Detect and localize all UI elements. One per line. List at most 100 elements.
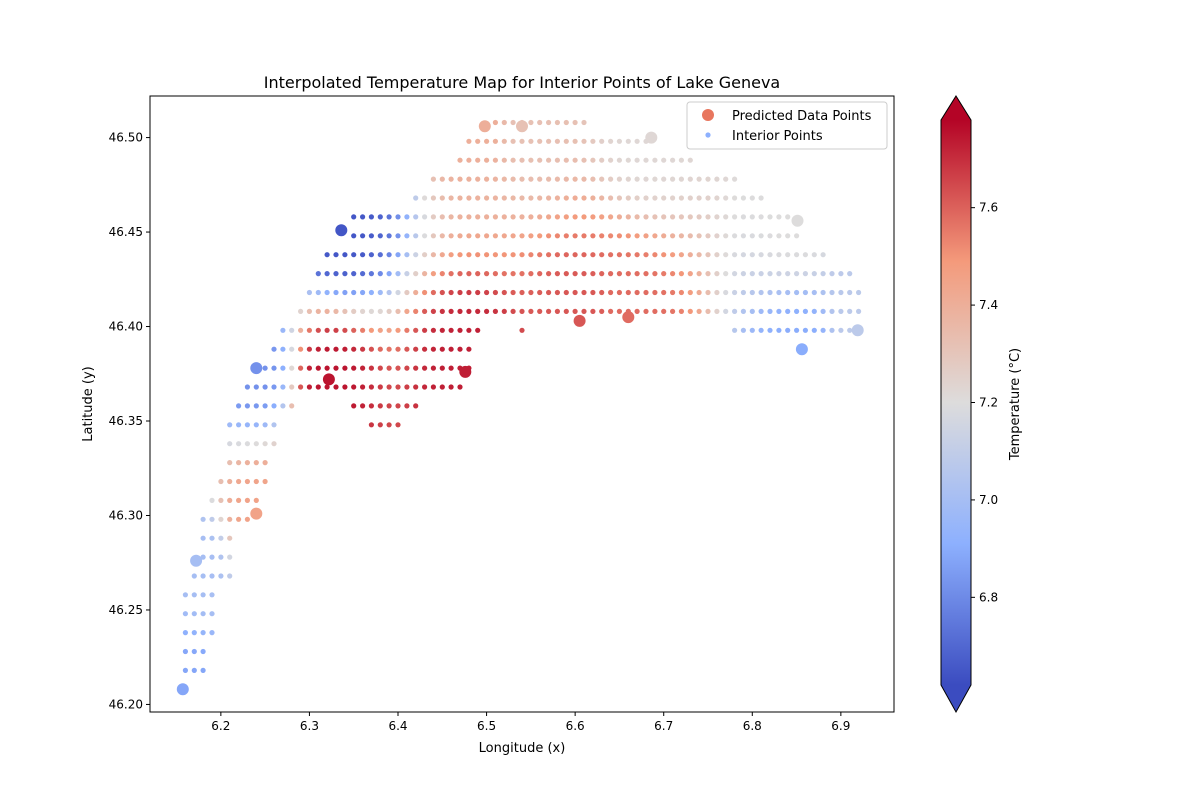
interior-point: [315, 271, 321, 277]
interior-point: [510, 214, 516, 220]
interior-point: [404, 252, 410, 258]
interior-point: [625, 233, 631, 239]
interior-point: [484, 214, 490, 220]
interior-point: [528, 233, 534, 239]
interior-point: [475, 138, 481, 144]
interior-point: [448, 365, 454, 371]
interior-point: [315, 346, 321, 352]
interior-point: [581, 214, 587, 220]
interior-point: [351, 365, 357, 371]
interior-point: [643, 252, 649, 258]
interior-point: [519, 252, 525, 258]
interior-point: [492, 233, 498, 239]
interior-point: [563, 195, 569, 201]
interior-point: [687, 252, 693, 258]
interior-point: [430, 195, 436, 201]
interior-point: [333, 289, 339, 296]
interior-point: [271, 441, 277, 447]
predicted-points-group: [176, 120, 864, 696]
interior-point: [289, 346, 295, 352]
interior-point: [599, 252, 605, 258]
colorbar-gradient: [941, 120, 971, 685]
interior-point: [554, 119, 561, 126]
interior-point: [368, 327, 374, 333]
interior-point: [546, 195, 552, 201]
interior-point: [546, 308, 552, 314]
interior-point: [829, 289, 835, 296]
interior-point: [377, 308, 383, 314]
interior-point: [413, 365, 419, 371]
interior-point: [227, 573, 233, 579]
interior-point: [448, 233, 454, 239]
interior-point: [581, 138, 587, 144]
interior-point: [200, 611, 206, 617]
interior-point: [182, 611, 188, 617]
interior-point: [200, 573, 206, 579]
legend-label-interior: Interior Points: [732, 129, 823, 144]
interior-point: [475, 308, 481, 314]
interior-point: [625, 195, 631, 201]
interior-point: [838, 289, 844, 296]
interior-point: [466, 252, 472, 258]
interior-point: [519, 233, 525, 239]
interior-point: [705, 176, 711, 182]
interior-point: [670, 195, 676, 201]
interior-point: [794, 289, 800, 296]
interior-point: [554, 138, 561, 144]
interior-point: [608, 195, 614, 201]
interior-point: [572, 214, 578, 220]
interior-point: [563, 289, 569, 296]
interior-point: [271, 422, 277, 428]
interior-point: [838, 308, 844, 314]
interior-point: [510, 271, 516, 277]
interior-point: [182, 592, 188, 598]
interior-point: [439, 384, 445, 390]
interior-point: [714, 176, 720, 182]
colorbar-extend-max: [941, 96, 971, 120]
interior-point: [758, 233, 764, 239]
interior-point: [422, 195, 428, 201]
interior-point: [510, 157, 516, 163]
interior-point: [430, 365, 436, 371]
interior-point: [280, 365, 286, 371]
interior-point: [236, 441, 242, 447]
interior-point: [227, 422, 233, 428]
interior-point: [439, 327, 445, 333]
interior-point: [856, 308, 862, 314]
interior-point: [404, 289, 410, 296]
interior-point: [519, 308, 525, 314]
interior-point: [687, 271, 693, 277]
interior-point: [271, 384, 277, 390]
interior-point: [289, 384, 295, 390]
interior-point: [484, 233, 490, 239]
interior-point: [360, 252, 366, 258]
interior-point: [670, 214, 676, 220]
interior-point: [368, 346, 374, 352]
interior-point: [625, 138, 631, 144]
interior-point: [377, 403, 383, 409]
interior-point: [829, 327, 835, 333]
x-tick-label: 6.8: [743, 719, 762, 733]
interior-point: [510, 138, 516, 144]
interior-point: [652, 176, 658, 182]
interior-point: [492, 214, 498, 220]
x-tick-label: 6.3: [300, 719, 319, 733]
interior-point: [253, 460, 259, 466]
interior-point: [510, 308, 516, 314]
interior-point: [448, 346, 454, 352]
interior-point: [191, 648, 197, 655]
interior-point: [395, 252, 401, 258]
interior-point: [368, 214, 374, 220]
interior-point: [218, 516, 224, 522]
interior-point: [811, 308, 817, 314]
interior-point: [244, 478, 250, 485]
interior-point: [670, 157, 676, 163]
interior-point: [209, 497, 215, 503]
interior-point: [670, 308, 676, 314]
interior-point: [404, 308, 410, 314]
predicted-point: [190, 554, 203, 567]
interior-point: [351, 308, 357, 314]
interior-point: [395, 422, 401, 428]
interior-point: [360, 233, 366, 239]
legend-marker-predicted: [702, 109, 714, 121]
